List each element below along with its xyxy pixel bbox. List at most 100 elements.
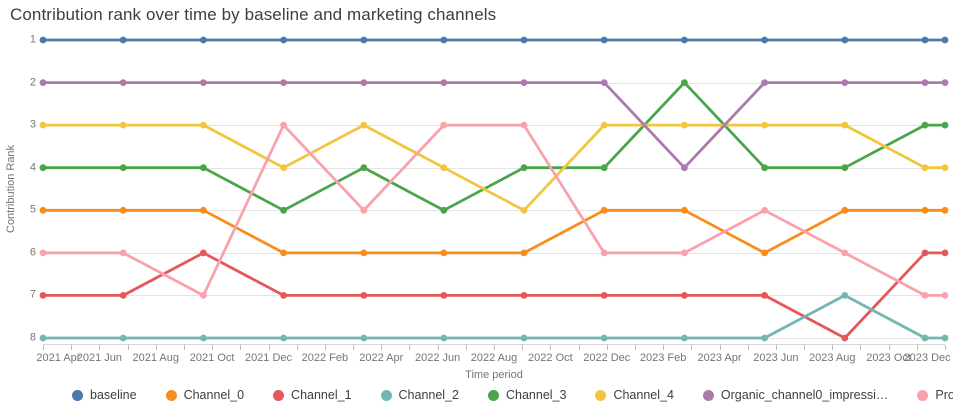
data-point[interactable] [280, 206, 287, 214]
data-point[interactable] [200, 334, 207, 342]
data-point[interactable] [841, 206, 849, 214]
data-point[interactable] [360, 121, 368, 129]
data-point[interactable] [681, 36, 688, 44]
data-point[interactable] [440, 334, 448, 342]
data-point[interactable] [761, 164, 768, 172]
data-point[interactable] [360, 334, 368, 342]
legend-item-Channel_2[interactable]: Channel_2 [380, 388, 459, 402]
data-point[interactable] [841, 121, 849, 129]
data-point[interactable] [941, 79, 949, 86]
data-point[interactable] [941, 334, 949, 342]
data-point[interactable] [200, 36, 207, 44]
legend-item-Channel_4[interactable]: Channel_4 [595, 388, 674, 402]
data-point[interactable] [119, 121, 127, 129]
data-point[interactable] [600, 79, 608, 86]
data-point[interactable] [440, 292, 448, 299]
data-point[interactable] [119, 164, 127, 172]
data-point[interactable] [600, 249, 608, 257]
data-point[interactable] [440, 36, 448, 44]
data-point[interactable] [39, 36, 47, 44]
data-point[interactable] [921, 79, 929, 86]
data-point[interactable] [39, 292, 47, 299]
data-point[interactable] [119, 249, 127, 257]
data-point[interactable] [841, 164, 849, 172]
data-point[interactable] [841, 334, 849, 342]
data-point[interactable] [921, 334, 929, 342]
data-point[interactable] [681, 292, 688, 299]
data-point[interactable] [280, 121, 287, 129]
data-point[interactable] [681, 164, 688, 172]
data-point[interactable] [280, 79, 287, 86]
data-point[interactable] [440, 249, 448, 257]
data-point[interactable] [440, 121, 448, 129]
data-point[interactable] [119, 334, 127, 342]
data-point[interactable] [360, 164, 368, 172]
data-point[interactable] [681, 206, 688, 214]
data-point[interactable] [600, 36, 608, 44]
data-point[interactable] [761, 206, 768, 214]
data-point[interactable] [761, 334, 768, 342]
data-point[interactable] [360, 206, 368, 214]
data-point[interactable] [681, 249, 688, 257]
data-point[interactable] [39, 206, 47, 214]
data-point[interactable] [360, 79, 368, 86]
data-point[interactable] [941, 121, 949, 129]
data-point[interactable] [761, 292, 768, 299]
data-point[interactable] [200, 164, 207, 172]
data-point[interactable] [119, 36, 127, 44]
data-point[interactable] [200, 79, 207, 86]
data-point[interactable] [941, 36, 949, 44]
data-point[interactable] [39, 249, 47, 257]
plot-area[interactable]: 1 2 3 4 5 6 7 8 [30, 34, 949, 343]
data-point[interactable] [520, 79, 528, 86]
data-point[interactable] [200, 206, 207, 214]
data-point[interactable] [600, 206, 608, 214]
data-point[interactable] [761, 79, 768, 86]
data-point[interactable] [681, 121, 688, 129]
data-point[interactable] [39, 121, 47, 129]
data-point[interactable] [921, 249, 929, 257]
data-point[interactable] [921, 36, 929, 44]
data-point[interactable] [921, 292, 929, 299]
data-point[interactable] [600, 292, 608, 299]
data-point[interactable] [921, 121, 929, 129]
data-point[interactable] [841, 79, 849, 86]
data-point[interactable] [600, 164, 608, 172]
data-point[interactable] [440, 164, 448, 172]
data-point[interactable] [520, 292, 528, 299]
data-point[interactable] [520, 334, 528, 342]
data-point[interactable] [520, 164, 528, 172]
data-point[interactable] [941, 292, 949, 299]
data-point[interactable] [200, 292, 207, 299]
legend-item-Promo[interactable]: Promo [917, 388, 953, 402]
legend-item-Channel_3[interactable]: Channel_3 [487, 388, 566, 402]
data-point[interactable] [440, 206, 448, 214]
data-point[interactable] [941, 249, 949, 257]
data-point[interactable] [280, 249, 287, 257]
data-point[interactable] [360, 292, 368, 299]
legend-item-Organic_channel0_impressi…[interactable]: Organic_channel0_impressi… [702, 388, 888, 402]
legend-item-baseline[interactable]: baseline [72, 388, 137, 402]
legend-item-Channel_0[interactable]: Channel_0 [165, 388, 244, 402]
data-point[interactable] [360, 36, 368, 44]
data-point[interactable] [841, 36, 849, 44]
data-point[interactable] [520, 249, 528, 257]
data-point[interactable] [841, 292, 849, 299]
data-point[interactable] [280, 36, 287, 44]
data-point[interactable] [941, 206, 949, 214]
data-point[interactable] [119, 292, 127, 299]
data-point[interactable] [761, 121, 768, 129]
data-point[interactable] [520, 36, 528, 44]
data-point[interactable] [39, 164, 47, 172]
data-point[interactable] [681, 334, 688, 342]
data-point[interactable] [841, 249, 849, 257]
data-point[interactable] [39, 334, 47, 342]
data-point[interactable] [440, 79, 448, 86]
data-point[interactable] [941, 164, 949, 172]
data-point[interactable] [360, 249, 368, 257]
data-point[interactable] [280, 164, 287, 172]
data-point[interactable] [761, 36, 768, 44]
data-point[interactable] [39, 79, 47, 86]
data-point[interactable] [520, 206, 528, 214]
data-point[interactable] [280, 334, 287, 342]
